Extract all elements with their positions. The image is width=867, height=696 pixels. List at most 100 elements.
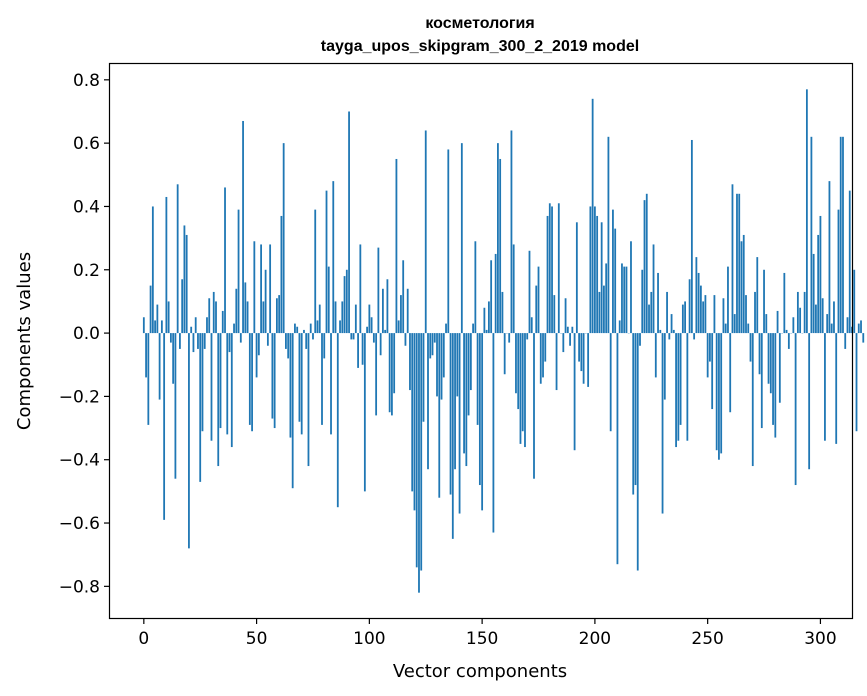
bar [409, 333, 411, 391]
x-tick-label: 300 [804, 629, 836, 649]
bar [844, 333, 847, 349]
bar [650, 291, 653, 334]
bar [778, 333, 781, 403]
bar [557, 203, 560, 334]
bar [334, 301, 337, 334]
bar [190, 326, 193, 334]
bar [296, 326, 299, 334]
bar [767, 333, 770, 384]
bar [289, 333, 292, 438]
bar [803, 291, 806, 334]
bar [215, 301, 217, 334]
bar [684, 301, 686, 334]
bar [228, 333, 231, 353]
y-tick-label: −0.2 [59, 387, 100, 407]
bar [783, 272, 786, 334]
bar [542, 333, 544, 378]
bar [711, 333, 714, 410]
bar [745, 295, 747, 334]
bar [515, 333, 517, 394]
bar [632, 333, 635, 495]
bar [251, 333, 253, 432]
bar [463, 333, 465, 454]
bar [727, 266, 729, 334]
bar [230, 333, 233, 448]
bar [253, 241, 256, 334]
bar [555, 333, 558, 391]
bar [648, 304, 650, 334]
bar [519, 333, 522, 444]
y-tick-label: 0.6 [73, 134, 100, 154]
bar [368, 304, 371, 334]
bar [160, 320, 163, 334]
bar [400, 295, 402, 334]
bar [715, 333, 718, 451]
bar [815, 304, 817, 334]
bar [321, 333, 323, 425]
bar [837, 209, 840, 334]
bar [345, 269, 348, 334]
bar [384, 329, 387, 334]
bar [327, 266, 330, 334]
bar [643, 200, 646, 334]
bar [478, 333, 481, 486]
bar [618, 320, 621, 334]
bar [278, 295, 281, 334]
bar [336, 333, 339, 508]
bar [282, 143, 285, 334]
bar [325, 190, 328, 334]
bar [287, 333, 290, 359]
bar [616, 333, 619, 565]
bar [210, 333, 213, 441]
bar [521, 333, 524, 432]
bar [587, 333, 590, 387]
x-tick-label: 150 [466, 629, 498, 649]
bar [693, 333, 696, 340]
bar [722, 298, 725, 334]
bar [447, 149, 450, 334]
bar [742, 234, 745, 334]
bar [580, 333, 583, 372]
bar [246, 301, 249, 334]
bar [370, 317, 373, 334]
bar [718, 333, 720, 460]
bar [239, 333, 242, 343]
bar [772, 333, 774, 425]
bar [244, 282, 247, 334]
bar [169, 333, 172, 343]
bar [751, 333, 754, 467]
bar [176, 184, 179, 334]
bar [379, 333, 382, 356]
bar [670, 314, 673, 334]
bar [307, 333, 310, 467]
bar [634, 333, 637, 486]
bar [332, 181, 335, 334]
y-tick-label: −0.6 [59, 514, 100, 534]
bar [316, 320, 319, 334]
bar [469, 333, 472, 391]
y-axis-ticks: −0.8 −0.6 −0.4 −0.2 0.0 0.2 0.4 0.6 0.8 [59, 71, 110, 597]
bar [603, 285, 605, 334]
bar [600, 222, 603, 334]
bar [323, 333, 326, 359]
bar [524, 333, 526, 448]
bar [260, 244, 262, 334]
bar [354, 304, 357, 334]
bar [720, 333, 723, 454]
bar [787, 333, 790, 349]
bar [156, 304, 159, 334]
bar [853, 269, 856, 334]
bar [508, 333, 511, 343]
bar [517, 333, 520, 410]
bar [747, 323, 750, 334]
bar [242, 120, 244, 334]
bar [147, 333, 150, 425]
bar [393, 333, 396, 394]
bar [413, 333, 416, 511]
bar [201, 333, 204, 432]
bar [255, 333, 258, 378]
bar [855, 333, 858, 432]
bar [526, 333, 529, 340]
bar [593, 206, 596, 334]
bar [792, 317, 795, 334]
